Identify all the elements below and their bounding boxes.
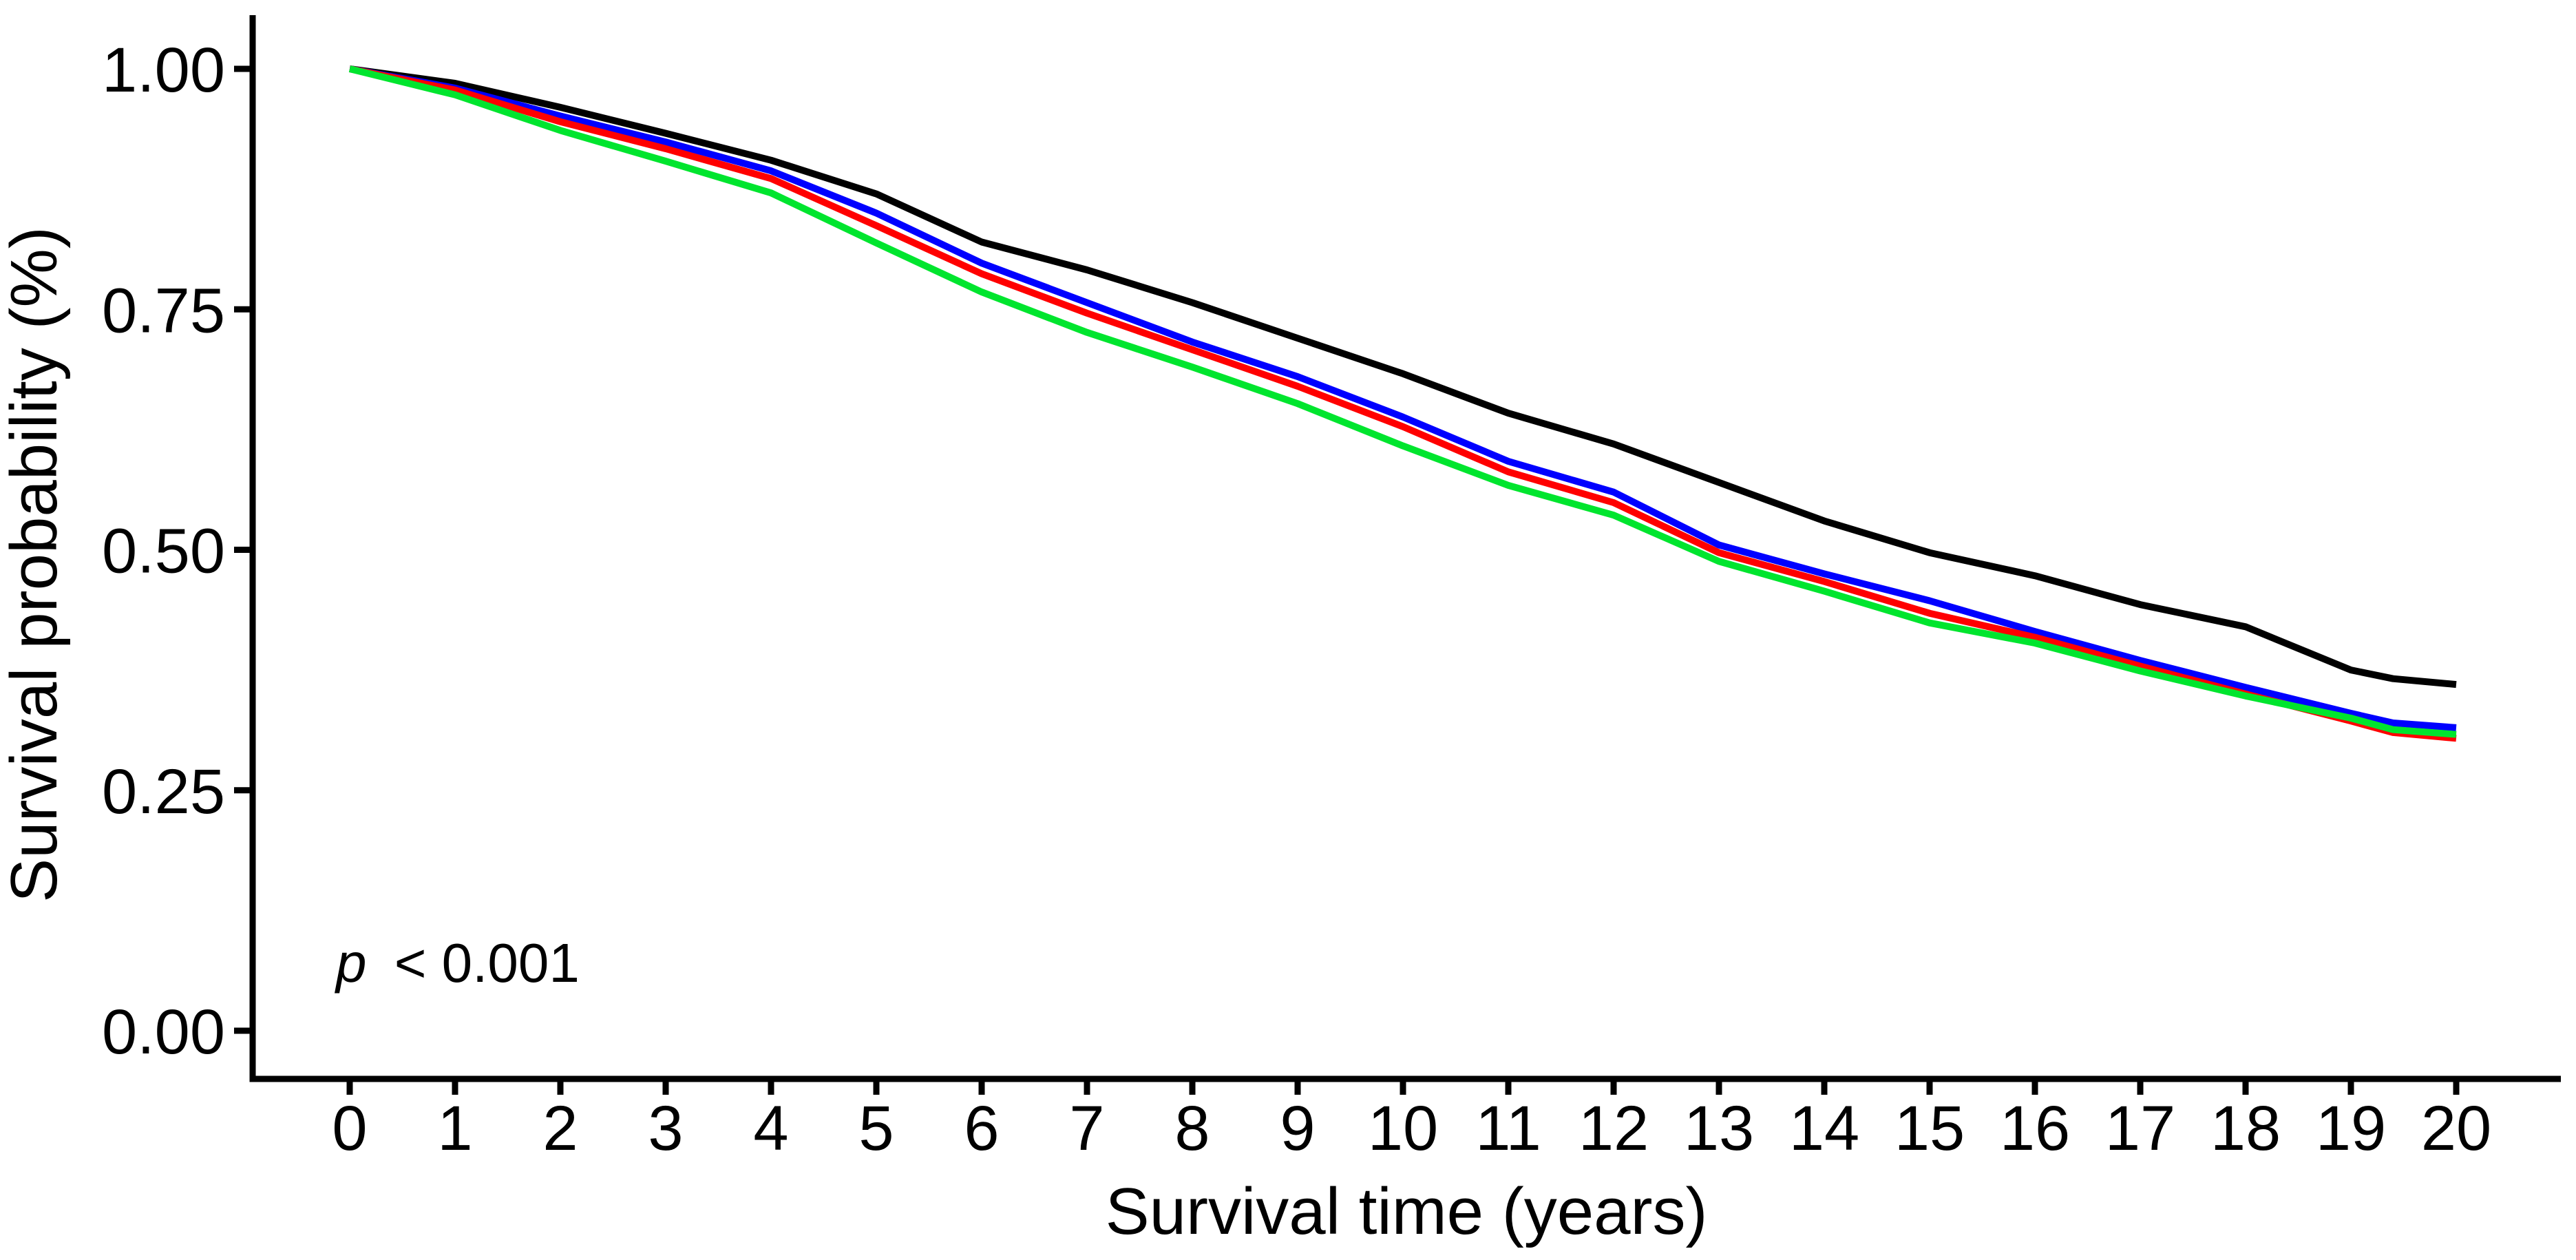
y-tick-label: 0.00	[102, 997, 225, 1067]
x-tick-label: 16	[2000, 1093, 2070, 1164]
y-tick-label: 0.25	[102, 757, 225, 827]
x-tick-label: 9	[1280, 1093, 1315, 1164]
x-tick-label: 15	[1894, 1093, 1965, 1164]
km-curve-green	[348, 65, 2457, 738]
x-tick-label: 11	[1475, 1093, 1541, 1164]
km-curve-black	[349, 65, 2457, 689]
x-tick-label: 8	[1174, 1093, 1210, 1164]
km-curve-blue	[349, 65, 2457, 731]
x-tick-label: 1	[437, 1093, 472, 1164]
x-tick-label: 0	[332, 1093, 367, 1164]
x-tick-label: 3	[648, 1093, 683, 1164]
x-tick-label: 4	[753, 1093, 788, 1164]
p-value-text: < 0.001	[394, 932, 580, 994]
x-tick-label: 17	[2105, 1093, 2175, 1164]
x-tick-label: 2	[542, 1093, 578, 1164]
x-tick-label: 18	[2210, 1093, 2281, 1164]
y-tick-label: 1.00	[102, 35, 225, 105]
y-tick-label: 0.75	[102, 275, 225, 346]
x-axis-title: Survival time (years)	[1106, 1175, 1708, 1248]
x-tick-label: 19	[2316, 1093, 2386, 1164]
p-value-annotation: p < 0.001	[335, 932, 580, 994]
x-tick-label: 20	[2421, 1093, 2491, 1164]
km-curve-red	[349, 65, 2457, 742]
y-axis-title: Survival probability (%)	[0, 227, 71, 903]
x-tick-label: 12	[1579, 1093, 1649, 1164]
x-tick-label: 5	[858, 1093, 894, 1164]
x-tick-label: 6	[964, 1093, 999, 1164]
chart-generated-layer: 1.000.750.500.250.000 1 2 3 4 5 6 7 8 9 10 11 12 13 14…	[102, 15, 2561, 1164]
x-tick-label: 10	[1368, 1093, 1438, 1164]
p-value-symbol: p	[335, 932, 367, 994]
x-tick-label: 7	[1069, 1093, 1104, 1164]
x-tick-label: 13	[1684, 1093, 1754, 1164]
y-tick-label: 0.50	[102, 516, 225, 587]
x-tick-label: 14	[1789, 1093, 1859, 1164]
